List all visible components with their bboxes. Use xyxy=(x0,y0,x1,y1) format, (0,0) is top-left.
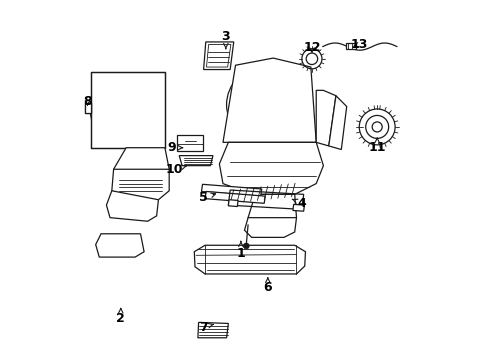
Polygon shape xyxy=(316,90,335,146)
Polygon shape xyxy=(85,103,91,113)
Polygon shape xyxy=(204,192,265,203)
Polygon shape xyxy=(328,96,346,149)
Text: 7: 7 xyxy=(199,320,213,333)
Polygon shape xyxy=(179,156,212,166)
Polygon shape xyxy=(177,135,202,150)
Polygon shape xyxy=(96,234,144,257)
Polygon shape xyxy=(203,42,233,69)
Text: 2: 2 xyxy=(116,309,125,325)
Polygon shape xyxy=(247,194,296,225)
Polygon shape xyxy=(223,58,316,142)
Polygon shape xyxy=(346,43,355,49)
Polygon shape xyxy=(112,169,169,200)
Text: 12: 12 xyxy=(303,41,320,54)
Polygon shape xyxy=(198,322,228,338)
Text: 4: 4 xyxy=(291,197,305,210)
Text: 11: 11 xyxy=(367,138,385,154)
Text: 8: 8 xyxy=(83,95,92,108)
Text: 1: 1 xyxy=(236,242,245,260)
Text: 13: 13 xyxy=(350,38,367,51)
Polygon shape xyxy=(194,245,305,274)
Polygon shape xyxy=(201,184,261,196)
Polygon shape xyxy=(292,204,304,211)
Text: 9: 9 xyxy=(167,141,182,154)
Polygon shape xyxy=(113,148,169,176)
Polygon shape xyxy=(106,191,158,221)
Text: 10: 10 xyxy=(165,163,186,176)
Text: 5: 5 xyxy=(199,192,215,204)
Polygon shape xyxy=(244,218,296,237)
Text: 6: 6 xyxy=(263,278,271,294)
Circle shape xyxy=(243,243,249,249)
Text: 3: 3 xyxy=(221,30,230,49)
Polygon shape xyxy=(219,142,323,194)
Polygon shape xyxy=(228,200,238,207)
Polygon shape xyxy=(91,72,164,148)
